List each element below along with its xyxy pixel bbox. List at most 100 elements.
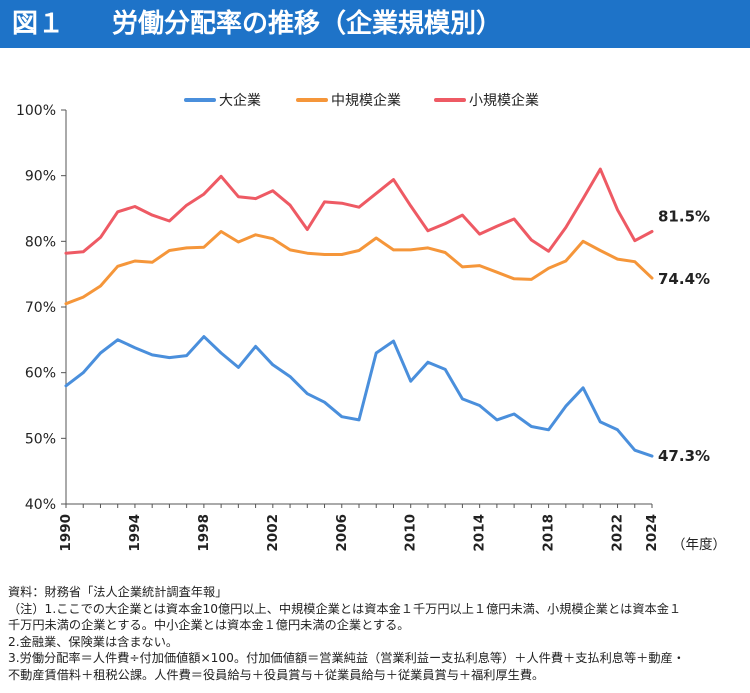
data-point bbox=[581, 197, 585, 200]
x-tick-label: 1994 bbox=[127, 514, 143, 552]
data-point bbox=[547, 249, 550, 253]
data-point bbox=[237, 195, 240, 198]
data-point bbox=[426, 246, 430, 250]
data-point bbox=[650, 276, 654, 280]
data-point bbox=[64, 302, 68, 305]
figure-title: 労働分配率の推移（企業規模別） bbox=[112, 9, 503, 39]
data-point bbox=[219, 175, 223, 178]
x-tick-label: 2018 bbox=[541, 514, 557, 552]
data-point bbox=[461, 213, 464, 217]
data-point bbox=[443, 222, 447, 225]
data-point bbox=[461, 397, 464, 401]
data-point bbox=[82, 371, 85, 374]
data-point bbox=[633, 239, 636, 242]
data-point bbox=[547, 267, 550, 270]
data-point bbox=[478, 232, 481, 236]
note-line: 3.労働分配率＝人件費÷付加価値額×100。付加価値額＝営業純益（営業利益ー支払… bbox=[8, 651, 685, 666]
source-note: 資料：財務省「法人企業統計調査年報」 bbox=[8, 585, 228, 599]
end-value-label: 74.4% bbox=[658, 270, 710, 288]
data-point bbox=[116, 265, 119, 268]
data-point bbox=[478, 264, 481, 267]
x-tick-label: 2022 bbox=[610, 514, 626, 552]
data-point bbox=[288, 204, 292, 207]
y-tick-label: 100% bbox=[16, 103, 56, 119]
figure-header: 図１ 労働分配率の推移（企業規模別） bbox=[0, 0, 750, 48]
data-point bbox=[375, 236, 378, 240]
data-point bbox=[616, 428, 619, 431]
series-line bbox=[64, 230, 654, 306]
data-point bbox=[99, 236, 102, 239]
x-tick-label: 1990 bbox=[58, 514, 74, 552]
data-point bbox=[530, 425, 533, 428]
data-point bbox=[633, 448, 636, 452]
data-point bbox=[357, 418, 361, 422]
data-point bbox=[512, 412, 516, 416]
data-point bbox=[478, 404, 481, 407]
data-point bbox=[168, 219, 171, 223]
end-value-label: 47.3% bbox=[658, 447, 710, 465]
data-point bbox=[82, 295, 85, 299]
data-point bbox=[306, 251, 309, 255]
note-line: 2.金融業、保険業は含まない。 bbox=[8, 634, 179, 649]
line-chart: 40% 50% 60% 70% 80% 90% 100% 1990 1994 1998 2002 20… bbox=[16, 92, 726, 553]
notes-block: 資料：財務省「法人企業統計調査年報」 （注）1.ここでの大企業とは資本金10億円… bbox=[8, 584, 744, 684]
data-point bbox=[599, 167, 602, 171]
legend-label: 小規模企業 bbox=[469, 92, 539, 109]
data-point bbox=[547, 428, 550, 431]
data-point bbox=[340, 253, 343, 256]
data-point bbox=[392, 248, 395, 252]
data-point bbox=[116, 210, 119, 213]
data-point bbox=[409, 248, 412, 252]
x-tick-label: 2024 bbox=[644, 514, 660, 552]
data-point bbox=[340, 415, 343, 418]
data-point bbox=[650, 454, 654, 458]
data-point bbox=[150, 353, 154, 357]
data-point bbox=[254, 197, 257, 200]
data-point bbox=[271, 237, 275, 240]
data-point bbox=[254, 345, 257, 348]
data-point bbox=[530, 278, 533, 281]
legend-label: 中規模企業 bbox=[331, 92, 401, 109]
data-point bbox=[99, 351, 102, 355]
data-point bbox=[357, 205, 361, 209]
data-point bbox=[168, 356, 171, 359]
data-point bbox=[288, 375, 292, 378]
data-point bbox=[271, 189, 275, 192]
data-point bbox=[288, 248, 292, 252]
legend-label: 大企業 bbox=[219, 92, 261, 109]
data-point bbox=[219, 351, 223, 355]
data-point bbox=[599, 420, 602, 424]
data-point bbox=[219, 230, 223, 233]
data-point bbox=[495, 225, 499, 228]
data-point bbox=[375, 192, 378, 195]
data-point bbox=[202, 335, 206, 338]
data-point bbox=[306, 392, 309, 395]
data-point bbox=[650, 230, 654, 233]
end-value-label: 81.5% bbox=[658, 207, 710, 225]
data-point bbox=[64, 251, 68, 255]
data-point bbox=[581, 386, 585, 389]
data-point bbox=[237, 240, 240, 244]
data-point bbox=[133, 346, 137, 349]
data-point bbox=[150, 213, 154, 217]
data-point bbox=[116, 338, 119, 342]
data-point bbox=[99, 284, 102, 288]
data-point bbox=[512, 217, 516, 221]
data-point bbox=[323, 401, 326, 404]
data-point bbox=[495, 418, 499, 422]
y-tick-label: 80% bbox=[25, 234, 56, 250]
data-point bbox=[633, 260, 636, 263]
data-point bbox=[306, 228, 309, 231]
data-point bbox=[133, 259, 137, 263]
data-point bbox=[64, 384, 68, 387]
data-point bbox=[512, 277, 516, 280]
data-point bbox=[443, 368, 447, 371]
y-tick-label: 40% bbox=[25, 497, 56, 513]
note-line: 不動産賃借料＋租税公課。人件費＝役員給与＋役員賞与＋従業員給与＋従業員賞与＋福利… bbox=[8, 667, 545, 682]
series-line bbox=[64, 335, 654, 458]
data-point bbox=[323, 253, 326, 256]
x-tick-label: 1998 bbox=[196, 514, 212, 552]
x-tick-label: 2014 bbox=[472, 514, 488, 552]
data-point bbox=[495, 270, 499, 274]
note-line: 千万円未満の企業とする。中小企業とは資本金１億円未満の企業とする。 bbox=[8, 618, 410, 633]
